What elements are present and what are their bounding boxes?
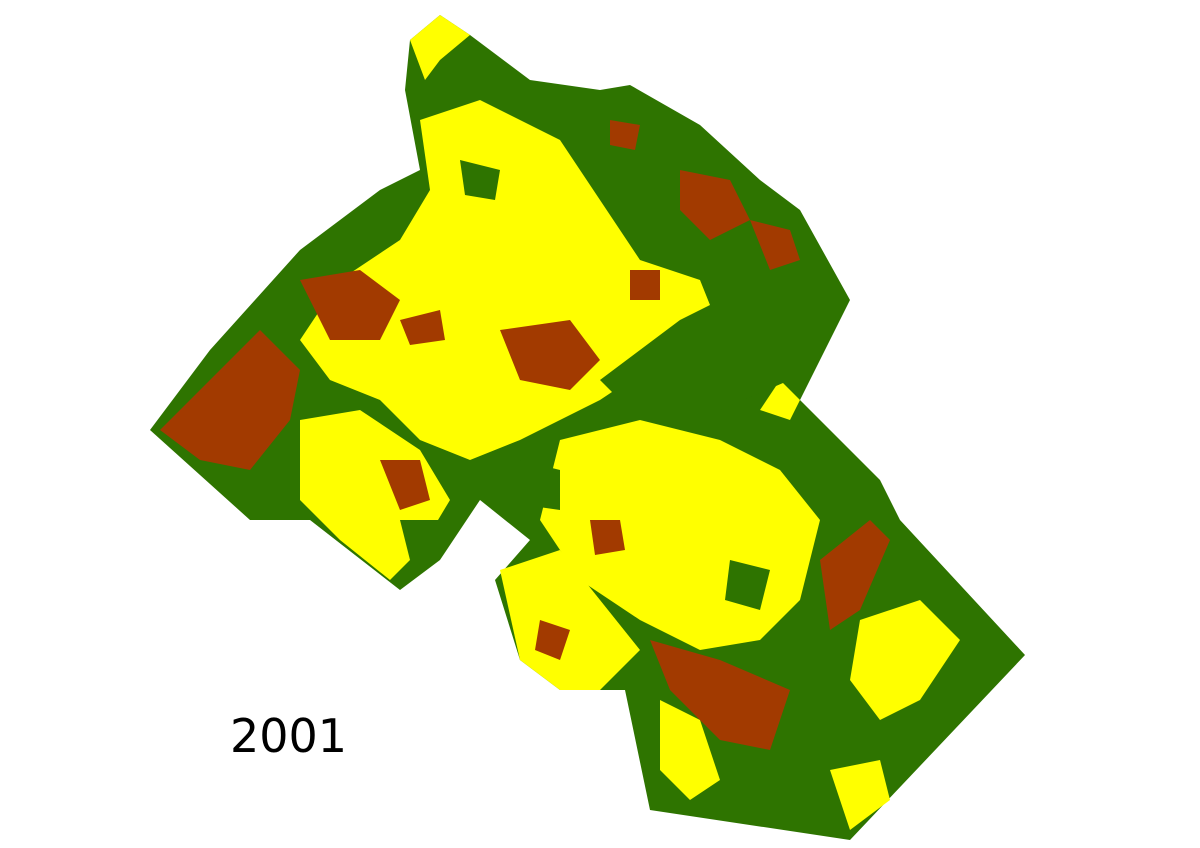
patch: [830, 760, 890, 830]
patch: [660, 700, 720, 800]
patch: [535, 620, 570, 660]
brown-class: [160, 120, 890, 750]
patch: [590, 520, 625, 555]
patch: [410, 15, 470, 80]
patch: [760, 380, 800, 420]
patch: [600, 300, 790, 420]
patch: [500, 320, 600, 390]
patch: [520, 460, 560, 510]
patch: [400, 310, 445, 345]
patch: [820, 520, 890, 630]
region-outline: [150, 15, 1025, 840]
patch: [630, 270, 660, 300]
patch: [400, 520, 440, 560]
green-class: [400, 160, 790, 610]
patch: [650, 640, 790, 750]
patch: [850, 600, 960, 720]
map-label: 2001: [230, 709, 347, 763]
patch: [300, 270, 400, 340]
patch: [680, 170, 750, 240]
patch: [380, 460, 430, 510]
patch: [460, 160, 500, 200]
patch: [725, 560, 770, 610]
patch: [160, 330, 300, 470]
patch: [610, 120, 640, 150]
patch: [750, 220, 800, 270]
patch: [500, 550, 640, 690]
land-cover: [150, 15, 1025, 840]
